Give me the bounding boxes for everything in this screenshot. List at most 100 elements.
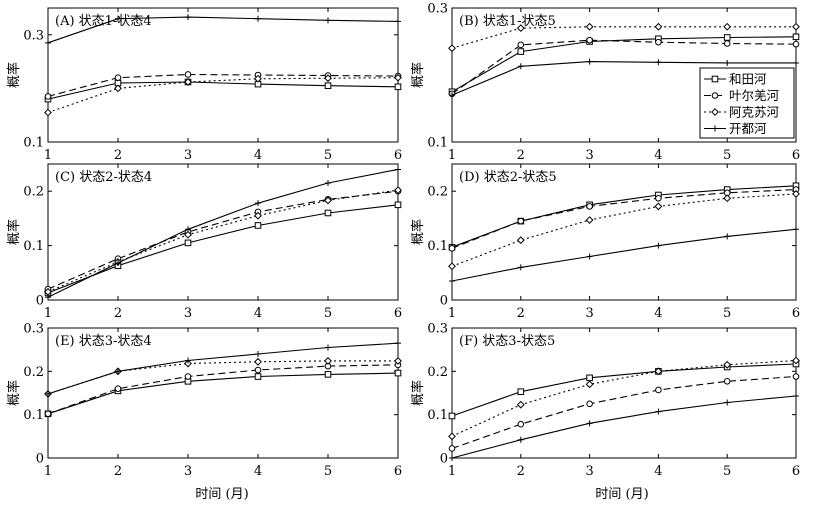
panel-a-x-tick-label-2: 3	[184, 148, 192, 163]
panel-f-point-1-2	[586, 400, 593, 408]
legend-marker-2	[711, 108, 719, 116]
panel-f-point-3-4	[724, 399, 731, 406]
panel-f-frame	[451, 327, 797, 459]
panel-f-point-1-5	[792, 373, 800, 380]
panel-c-point-0-2	[184, 239, 192, 247]
panel-d-point-2-4	[723, 194, 732, 203]
panel-f-point-0-0	[448, 412, 456, 420]
panel-b-x-tick-label-1: 2	[517, 148, 525, 163]
panel-a-point-3-4	[325, 17, 331, 24]
panel-c: 1 2 3 4 5 6 0 0.1 0.2 概率 (C) 状态2-状态4	[6, 163, 402, 321]
panel-b-x-tick-label-0: 1	[448, 148, 456, 163]
panel-f-x-tick-label-4: 5	[723, 464, 731, 479]
panel-f-y-tick-label-0: 0	[440, 452, 448, 467]
panel-f-series-2	[448, 356, 800, 441]
panel-f-series-line-1	[451, 375, 797, 450]
panel-b-frame	[451, 7, 797, 143]
panel-b-x-tick-label-4: 5	[723, 148, 731, 163]
panel-f-series-1	[448, 373, 800, 452]
panel-a-point-3-5	[395, 18, 401, 25]
panel-e-series-1	[44, 361, 402, 418]
panel-f-point-3-2	[586, 420, 593, 427]
panel-c-frame	[47, 163, 399, 301]
panel-a-point-0-5	[394, 83, 402, 91]
panel-d: 1 2 3 4 5 6 0 0.1 0.2 概率 (D) 状态2-状态5	[410, 163, 800, 321]
panel-b-y-tick-label-1: 0.3	[427, 2, 448, 17]
panel-b-point-2-2	[585, 22, 594, 31]
panel-d-y-tick-label-0: 0	[440, 294, 448, 309]
panel-e-point-3-4	[325, 344, 331, 351]
panel-c-series-line-1	[47, 190, 399, 290]
panel-f-point-3-3	[655, 408, 662, 415]
panel-f-series-0	[448, 360, 800, 420]
panel-f-x-tick-label-5: 6	[792, 464, 800, 479]
panel-e-y-axis-label: 概率	[6, 380, 22, 406]
panel-a-x-tick-label-5: 6	[394, 148, 402, 163]
panel-e-point-1-0	[44, 410, 52, 418]
panel-c-x-tick-label-5: 6	[394, 306, 402, 321]
panel-c-x-tick-label-0: 1	[44, 306, 52, 321]
panel-c-series-line-0	[47, 204, 399, 294]
panel-e-y-tick-label-1: 0.1	[23, 408, 44, 423]
panel-f-point-3-0	[449, 455, 455, 461]
panel-b-series-line-1	[451, 39, 797, 95]
panel-e-point-1-2	[184, 373, 192, 380]
panel-e-point-0-5	[394, 369, 402, 377]
panel-a-series-line-1	[47, 73, 399, 97]
panel-b-point-3-2	[586, 58, 593, 65]
panel-f-y-tick-label-2: 0.2	[427, 365, 448, 380]
panel-b-point-2-0	[448, 44, 456, 53]
panel-f-x-tick-label-0: 1	[448, 464, 456, 479]
panel-f-point-2-3	[654, 367, 663, 376]
panel-e-y-tick-label-3: 0.3	[23, 322, 44, 337]
panel-d-y-tick-label-2: 0.2	[427, 185, 448, 200]
panel-b-point-2-5	[792, 22, 800, 31]
panel-f-x-tick-label-3: 4	[654, 464, 662, 479]
panel-d-point-3-0	[449, 277, 455, 284]
panel-a-x-tick-label-3: 4	[254, 148, 262, 163]
panel-c-point-0-4	[324, 209, 332, 217]
panel-f-x-tick-label-1: 2	[517, 464, 525, 479]
panel-a-point-2-1	[114, 84, 122, 93]
panel-b-point-1-5	[792, 40, 800, 48]
panel-c-point-2-2	[184, 230, 192, 239]
panel-e: 1 2 3 4 5 6 0 0.1 0.2 0.3 概率 (E) 状态3-状态4	[6, 322, 402, 480]
panel-f-series-3	[449, 393, 799, 461]
panel-c-point-3-0	[45, 294, 51, 301]
panel-d-x-tick-label-5: 6	[792, 306, 800, 321]
panel-e-title: (E) 状态3-状态4	[55, 334, 152, 349]
panel-e-point-1-1	[114, 385, 122, 392]
panel-f-point-1-0	[448, 445, 456, 452]
panel-c-point-0-3	[254, 222, 262, 229]
panel-a-series-1	[44, 71, 402, 100]
panel-d-point-2-5	[792, 190, 800, 198]
panel-d-series-1	[448, 186, 800, 252]
panel-f-point-1-1	[517, 420, 525, 428]
panel-e-point-3-1	[115, 368, 121, 375]
panel-a-series-0	[44, 78, 402, 103]
panel-d-point-1-0	[448, 245, 456, 252]
panel-f-point-0-2	[586, 374, 593, 382]
panel-a-point-3-2	[185, 14, 191, 21]
panel-f-point-2-4	[723, 360, 732, 369]
x-axis-label-right: 时间 (月)	[595, 487, 648, 502]
panel-f-point-3-1	[517, 436, 524, 443]
panel-c-x-tick-label-4: 5	[324, 306, 332, 321]
panel-d-series-3	[449, 226, 799, 284]
panel-d-point-3-2	[586, 253, 593, 260]
panel-a-point-3-1	[115, 15, 121, 22]
panel-b-series-2	[448, 22, 800, 53]
panel-b-x-tick-label-5: 6	[792, 148, 800, 163]
panel-b-point-1-2	[586, 36, 593, 44]
panel-f-y-tick-label-1: 0.1	[427, 408, 448, 423]
panel-c-y-tick-label-0: 0	[36, 294, 44, 309]
panel-c-point-2-3	[254, 211, 262, 220]
panel-d-point-3-4	[724, 233, 731, 240]
panel-f-point-1-3	[655, 386, 662, 394]
panel-a-y-axis-label: 概率	[6, 62, 22, 88]
panel-c-x-tick-label-1: 2	[114, 306, 122, 321]
panel-a: 1 2 3 4 5 6 0.1 0.3 概率 (A) 状态1-状态4	[6, 7, 402, 163]
panel-b-x-tick-label-2: 3	[585, 148, 593, 163]
panel-a-point-3-0	[45, 39, 51, 46]
